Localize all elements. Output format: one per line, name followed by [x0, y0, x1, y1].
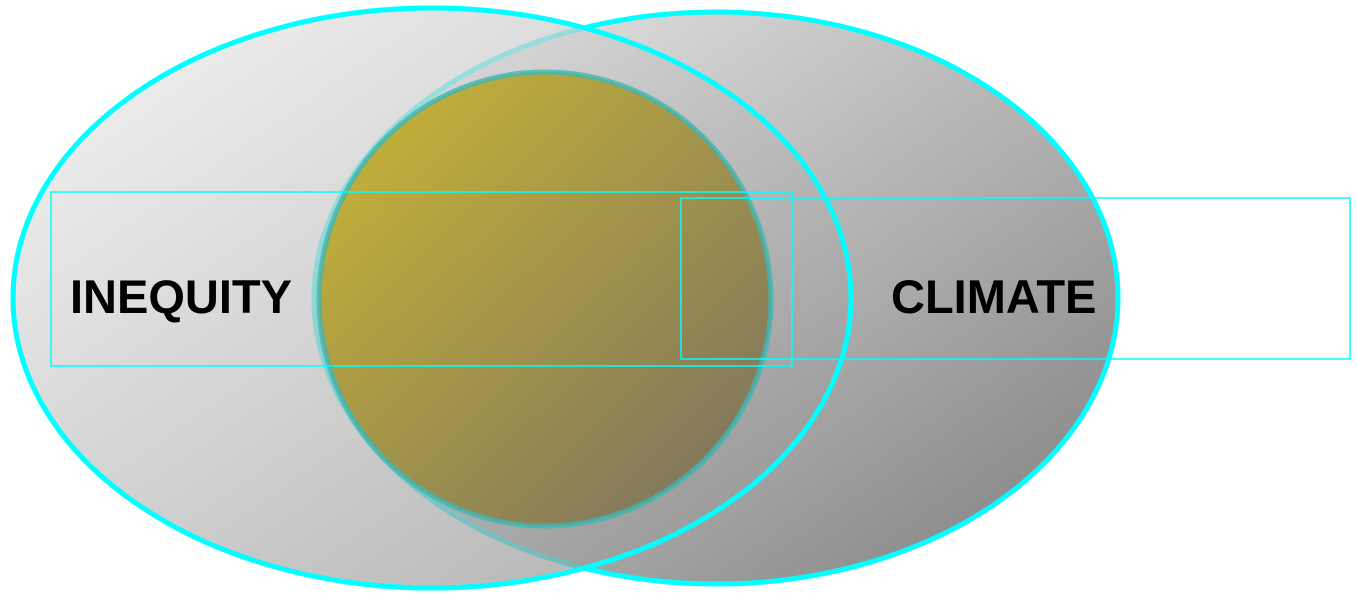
climate-label: CLIMATE	[891, 270, 1096, 323]
climate-label-box	[680, 197, 1351, 360]
inequity-label: INEQUITY	[70, 270, 292, 323]
inequity-label-box	[50, 191, 793, 367]
inequity-ellipse-outline	[10, 5, 854, 591]
overlap-circle	[316, 69, 774, 529]
